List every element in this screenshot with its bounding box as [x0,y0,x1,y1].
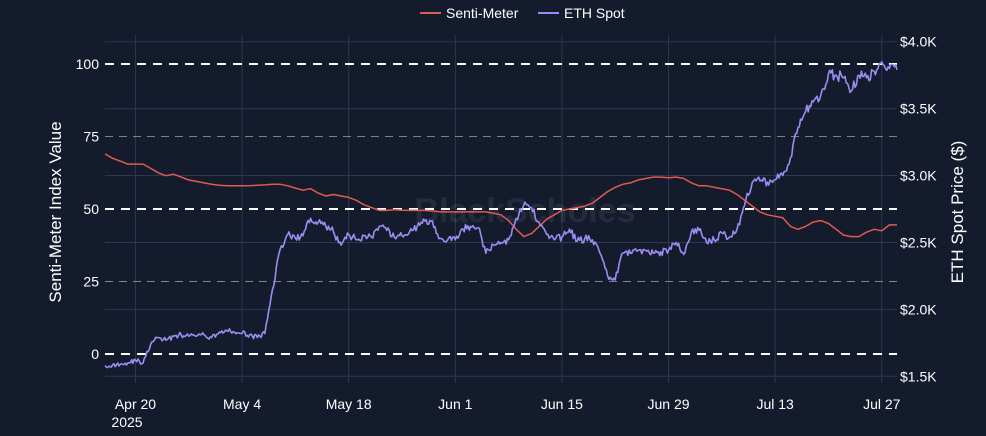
x-tick-2: May 18 [326,396,372,412]
x-tick-3: Jun 1 [438,396,472,412]
y-right-tick-2000: $2.0K [900,301,937,317]
y-right-tick-3500: $3.5K [900,101,937,117]
x-tick-4: Jun 15 [541,396,583,412]
eth-spot-line [104,61,898,369]
y-left-axis-title: Senti-Meter Index Value [46,121,65,302]
y-right-tick-4000: $4.0K [900,34,937,50]
senti-meter-line [104,153,897,238]
y-left-tick-100: 100 [76,56,100,72]
x-tick-6: Jul 13 [756,396,794,412]
y-right-axis-title: ETH Spot Price ($) [948,141,967,284]
legend-item-eth-spot[interactable]: ETH Spot [564,5,625,21]
y-left-tick-0: 0 [91,346,99,362]
reference-lines [105,63,897,355]
x-tick-1: May 4 [223,396,261,412]
series-layer [104,61,898,369]
x-tick-7: Jul 27 [863,396,901,412]
y-left-tick-50: 50 [83,201,99,217]
y-right-tick-2500: $2.5K [900,234,937,250]
x-tick-0: Apr 20 [115,396,156,412]
x-year-label: 2025 [111,414,142,430]
left-axis: 0 25 50 75 100 [76,56,100,362]
x-axis: Apr 20 May 4 May 18 Jun 1 Jun 15 Jun 29 Jul 13… [115,396,901,412]
right-axis: $1.5K $2.0K $2.5K $3.0K $3.5K $4.0K [900,34,937,385]
watermark: BlackScholes [414,192,635,230]
y-right-tick-3000: $3.0K [900,168,937,184]
y-right-tick-1500: $1.5K [900,368,937,384]
y-left-tick-25: 25 [83,274,99,290]
legend: Senti-Meter ETH Spot [420,5,625,21]
legend-item-senti-meter[interactable]: Senti-Meter [446,5,519,21]
x-tick-5: Jun 29 [648,396,690,412]
y-left-tick-75: 75 [83,129,99,145]
